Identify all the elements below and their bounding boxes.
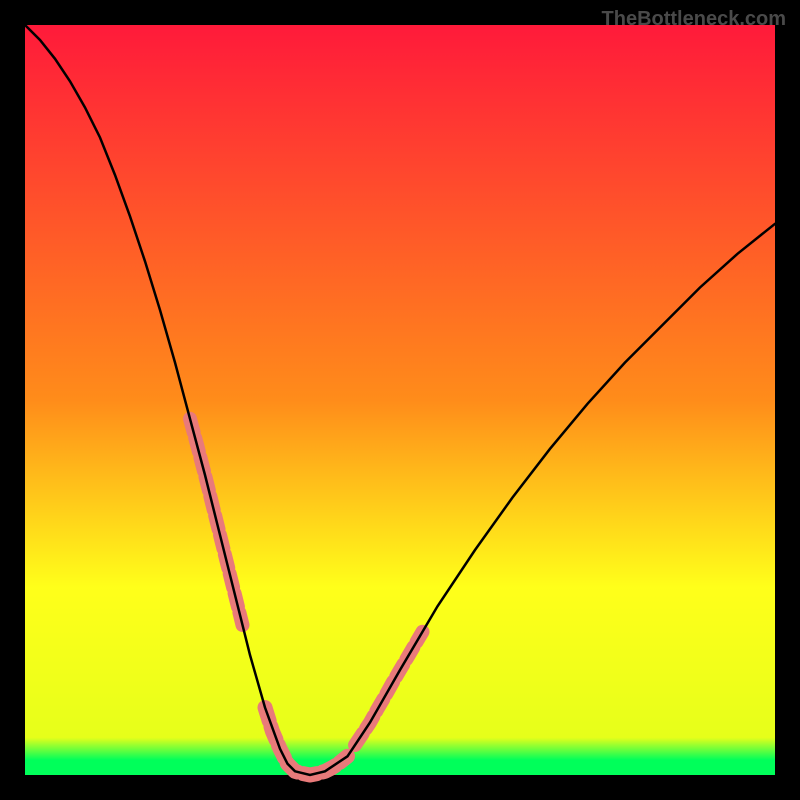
bottleneck-chart xyxy=(0,0,800,800)
watermark-text: TheBottleneck.com xyxy=(602,8,786,31)
highlight-regions xyxy=(190,419,423,775)
